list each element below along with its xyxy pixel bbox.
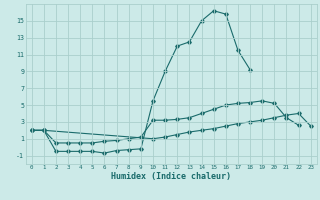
X-axis label: Humidex (Indice chaleur): Humidex (Indice chaleur) [111, 172, 231, 181]
